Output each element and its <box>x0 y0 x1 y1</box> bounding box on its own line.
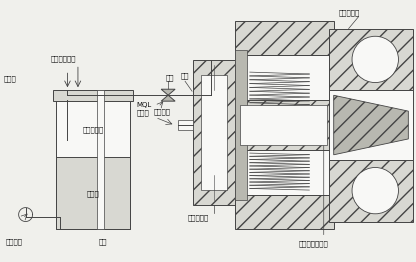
Bar <box>235 100 347 150</box>
Circle shape <box>352 36 399 83</box>
Bar <box>178 120 193 130</box>
Polygon shape <box>161 95 175 101</box>
Text: 旋转分配器: 旋转分配器 <box>188 214 209 221</box>
Bar <box>329 29 414 90</box>
Text: 球阀: 球阀 <box>166 74 174 81</box>
Bar <box>235 21 334 55</box>
Bar <box>235 50 247 200</box>
Bar <box>235 55 334 195</box>
Polygon shape <box>161 89 175 95</box>
Text: 油气混合物: 油气混合物 <box>82 127 104 133</box>
Text: 调节阀: 调节阀 <box>4 75 17 81</box>
Bar <box>329 160 414 221</box>
Text: 软管: 软管 <box>181 72 189 79</box>
Bar <box>55 100 130 230</box>
Text: 容器: 容器 <box>99 238 107 245</box>
Text: 油雾产生喷嘴: 油雾产生喷嘴 <box>50 55 76 62</box>
Text: 压缩空气: 压缩空气 <box>6 238 23 245</box>
Bar <box>97 90 104 230</box>
Polygon shape <box>334 95 409 155</box>
Circle shape <box>352 167 399 214</box>
Bar <box>240 105 327 145</box>
Bar <box>52 90 133 101</box>
Bar <box>201 75 227 190</box>
Text: 刀柄前锥管: 刀柄前锥管 <box>339 9 360 16</box>
Bar <box>55 157 130 230</box>
Bar <box>329 90 414 160</box>
Bar <box>235 195 334 230</box>
Text: 主轴内拉杆内孔: 主轴内拉杆内孔 <box>299 240 329 247</box>
Bar <box>193 60 235 205</box>
Text: 润滑油: 润滑油 <box>87 190 99 196</box>
Text: MQL
专用管: MQL 专用管 <box>136 102 151 116</box>
Text: 油雾出口: 油雾出口 <box>153 108 170 115</box>
